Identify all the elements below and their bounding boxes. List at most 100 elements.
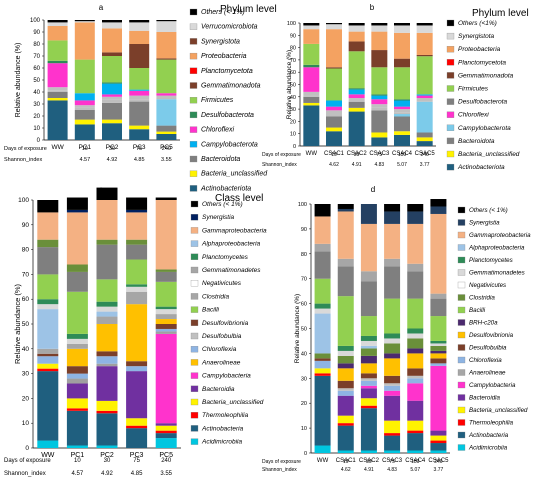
bar-segment [126, 418, 148, 426]
legend-label: Firmicutes [458, 86, 489, 93]
bar-segment [407, 333, 424, 339]
bar-segment [384, 223, 401, 259]
bar-segment [416, 137, 433, 142]
bar-segment [337, 423, 354, 426]
bar-segment [96, 239, 118, 245]
bar-segment [96, 187, 118, 200]
bar-segment [430, 345, 447, 351]
days-value: 30 [354, 152, 360, 158]
shannon-value: 4.92 [107, 157, 118, 163]
bar-segment [407, 383, 424, 401]
legend-swatch [190, 319, 199, 326]
legend-swatch [457, 369, 466, 376]
bar-segment [96, 324, 118, 352]
y-axis-label: Relative abundance (%) [294, 294, 301, 363]
y-tick-label: 0 [293, 144, 296, 150]
legend-swatch [190, 372, 199, 379]
bar-segment [360, 223, 377, 272]
bar-segment [155, 269, 177, 272]
shannon-value: 4.85 [134, 157, 145, 163]
bar-segment [47, 22, 68, 26]
bar-segment [348, 100, 365, 102]
bar-segment [102, 123, 122, 140]
legend-swatch [457, 419, 466, 426]
bar-segment [66, 410, 88, 446]
bar-segment [371, 104, 388, 108]
legend-swatch [189, 141, 198, 148]
bar-segment [156, 125, 177, 132]
y-tick-label: 80 [290, 46, 296, 52]
bar-segment [129, 89, 150, 91]
bar-segment [371, 50, 388, 68]
x-tick-label: CSAC5 [415, 151, 436, 157]
shannon-row-label: Shannon_index [262, 467, 297, 473]
bar-segment [384, 338, 401, 344]
x-tick-label: CSAC1 [336, 458, 357, 464]
y-tick-label: 50 [33, 78, 40, 84]
bar-segment [155, 281, 177, 307]
bar-segment [384, 420, 401, 434]
legend-label: Negativicutes [202, 280, 242, 287]
bar-segment [303, 43, 320, 65]
y-tick-label: 10 [33, 126, 40, 132]
y-tick-label: 80 [33, 42, 40, 48]
y-tick-label: 20 [301, 401, 307, 407]
legend-swatch [457, 219, 466, 226]
bar-segment [384, 385, 401, 391]
bar-segment [394, 106, 410, 110]
bar-segment [337, 345, 354, 351]
x-tick-label: WW [51, 144, 64, 151]
bar-segment [371, 95, 388, 100]
shannon-value: 3.55 [160, 471, 172, 477]
bar-segment [96, 356, 118, 364]
x-tick-label: PC1 [78, 144, 91, 151]
legend-swatch [446, 163, 455, 171]
x-tick-label: CSAC3 [369, 151, 390, 157]
bar-segment [348, 41, 365, 52]
shannon-value: 5.07 [397, 162, 407, 168]
x-tick-label: PC3 [130, 452, 144, 459]
legend-swatch [190, 293, 199, 300]
legend-label: Gammaproteobacteria [469, 232, 531, 239]
legend-swatch [446, 85, 455, 92]
bar-segment [314, 445, 331, 453]
bar-segment [360, 373, 377, 379]
days-value: 75 [389, 459, 395, 465]
bar-segment [66, 408, 88, 411]
bar-segment [326, 100, 342, 107]
bar-segment [37, 348, 59, 354]
legend-label: Bacteria_unclassified [469, 407, 528, 414]
legend-swatch [446, 72, 455, 79]
y-tick-label: 90 [33, 30, 40, 36]
y-tick-label: 100 [30, 18, 41, 24]
legend-label: Bacteria_unclassified [202, 399, 264, 406]
bar-segment [37, 363, 59, 369]
bar-segment [430, 363, 447, 366]
y-tick-label: 80 [22, 247, 30, 254]
legend-label: Actinobacteriota [200, 185, 251, 192]
legend-swatch [189, 155, 198, 163]
legend-swatch [190, 425, 199, 432]
bar-segment [384, 211, 401, 224]
legend-label: Verrucomicrobiota [201, 24, 258, 31]
bar-segment [66, 445, 88, 448]
bar-segment [407, 211, 424, 224]
legend-swatch [446, 32, 455, 40]
bar-segment [66, 197, 88, 210]
bar-segment [126, 304, 148, 362]
bar-segment [96, 400, 118, 411]
bar-segment [314, 308, 331, 314]
bar-segment [129, 30, 150, 44]
panel-label: d [371, 185, 375, 194]
y-tick-label: 50 [22, 321, 30, 328]
bar-segment [129, 20, 150, 23]
bar-segment [47, 63, 68, 88]
y-tick-label: 40 [301, 351, 307, 357]
legend-label: Actinobacteria [201, 425, 244, 432]
bar-segment [407, 430, 424, 434]
bar-segment [156, 20, 177, 22]
bar-segment [37, 353, 59, 357]
legend-label: Others (< 1%) [201, 9, 245, 16]
bar-segment [394, 32, 410, 59]
bar-segment [314, 303, 331, 309]
